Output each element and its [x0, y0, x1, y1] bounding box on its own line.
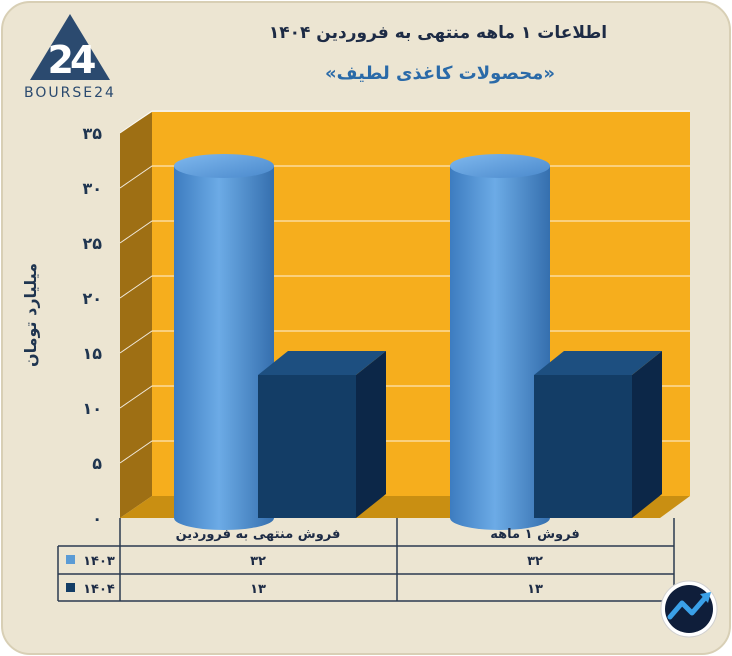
bar-1403: [174, 154, 274, 530]
y-axis-title: میلیارد تومان: [21, 263, 40, 367]
y-tick-label: ۳۰: [82, 179, 102, 198]
table-cell: ۱۳: [527, 582, 543, 597]
y-tick-label: ۰: [92, 509, 102, 528]
y-tick-label: ۱۵: [82, 344, 102, 363]
bars: [174, 154, 662, 530]
brand-logo: 24 BOURSE24: [24, 14, 116, 101]
legend-swatch-1403: [66, 555, 75, 564]
table-cell: ۳۲: [250, 554, 266, 569]
legend-swatch-1404: [66, 583, 75, 592]
chart-title: اطلاعات ۱ ماهه منتهی به فروردین ۱۴۰۴: [269, 23, 607, 43]
logo-triangle-icon: [30, 14, 110, 80]
y-tick-label: ۲۰: [82, 289, 102, 308]
table-cell: ۳۲: [527, 554, 543, 569]
y-axis-ticks: ۰ ۵ ۱۰ ۱۵ ۲۰ ۲۵ ۳۰ ۳۵: [82, 124, 102, 528]
logo-text: BOURSE24: [24, 85, 116, 101]
category-label: فروش ۱ ماهه: [490, 527, 579, 542]
category-label: فروش منتهی به فروردین: [176, 527, 341, 542]
bar-1403: [450, 154, 550, 530]
y-tick-label: ۵: [92, 454, 102, 473]
bar-1404: [534, 351, 662, 518]
y-tick-label: ۳۵: [82, 124, 102, 143]
chart-subtitle: «محصولات کاغذی لطیف»: [325, 63, 555, 84]
table-cell: ۱۳: [250, 582, 266, 597]
y-tick-label: ۱۰: [82, 399, 102, 418]
legend-label-1404: ۱۴۰۴: [83, 582, 115, 597]
legend-label-1403: ۱۴۰۳: [83, 554, 115, 569]
gridline: [119, 110, 690, 134]
y-tick-label: ۲۵: [82, 234, 102, 253]
bar-1404: [258, 351, 386, 518]
logo-glyph: 24: [48, 38, 95, 82]
trend-badge-icon: [660, 580, 718, 638]
data-table: فروش منتهی به فروردین فروش ۱ ماهه ۱۴۰۳ ۱…: [57, 518, 675, 602]
plot-side-wall: [120, 112, 152, 518]
